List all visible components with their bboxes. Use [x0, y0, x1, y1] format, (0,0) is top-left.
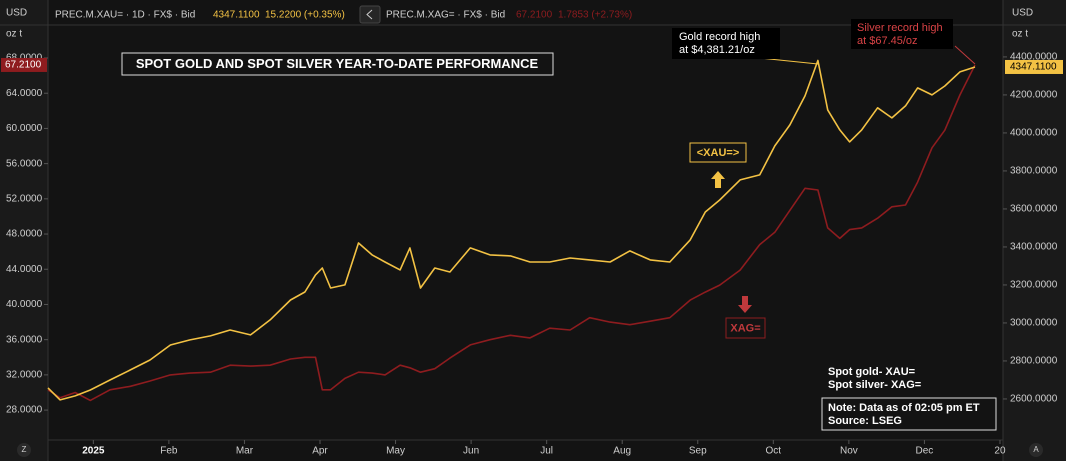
xau-price: 4347.1100: [213, 10, 260, 21]
y-tick-label: 3800.0000: [1010, 166, 1058, 177]
xag-tag-box: [725, 317, 766, 339]
corner-button-label: A: [1033, 445, 1039, 454]
right-unit: USD: [1012, 8, 1033, 19]
x-tick-label: May: [386, 446, 405, 457]
y-tick-label: 48.0000: [6, 229, 43, 240]
y-tick-label: 36.0000: [6, 334, 43, 345]
right-axis-strip: [1003, 0, 1066, 461]
xau-tag-box: [689, 142, 747, 163]
y-tick-label: 40.0000: [6, 299, 43, 310]
y-tick-label: 64.0000: [6, 88, 43, 99]
y-tick-label: 32.0000: [6, 370, 43, 381]
legend-entry: Spot gold- XAU=: [828, 366, 915, 378]
xag-symbol: PREC.M.XAG= · FX$ · Bid: [386, 10, 505, 21]
y-tick-label: 28.0000: [6, 405, 43, 416]
y-tick-label: 4200.0000: [1010, 90, 1058, 101]
y-tick-label: 3200.0000: [1010, 280, 1058, 291]
x-tick-label: Dec: [916, 446, 934, 457]
note-box: [821, 397, 997, 431]
price-tag: [1005, 59, 1063, 74]
price-tag: [1, 57, 47, 72]
silver-record-box: [851, 19, 953, 49]
y-tick-label: 52.0000: [6, 193, 43, 204]
title-box: [121, 52, 554, 76]
y-tick-label: 3600.0000: [1010, 204, 1058, 215]
x-tick-label: Jun: [463, 446, 479, 457]
y-tick-label: 3000.0000: [1010, 318, 1058, 329]
down-arrow: [738, 296, 752, 313]
corner-button[interactable]: [1029, 443, 1043, 457]
xau-change: 15.2200 (+0.35%): [265, 10, 345, 21]
source: Source: LSEG: [828, 415, 902, 427]
y-tick-label: 56.0000: [6, 158, 43, 169]
y-tick-label: 4000.0000: [1010, 128, 1058, 139]
x-tick-label: Mar: [236, 446, 254, 457]
left-unit: USD: [6, 8, 27, 19]
chart-title: SPOT GOLD AND SPOT SILVER YEAR-TO-DATE P…: [136, 56, 539, 71]
x-tick-label: Feb: [160, 446, 178, 457]
left-sub-unit: oz t: [6, 29, 22, 40]
gold-record-label: at $4,381.21/oz: [679, 44, 755, 56]
y-tick-label: 2600.0000: [1010, 394, 1058, 405]
chevron-icon: [366, 9, 373, 20]
xag-change: 1.7853 (+2.73%): [558, 10, 632, 21]
xag-tag: XAG=: [730, 322, 760, 334]
xau-tag: <XAU=>: [697, 147, 740, 159]
x-tick-label: Oct: [766, 446, 782, 457]
x-tick-label: 20: [994, 446, 1006, 457]
silver-record-label: at $67.45/oz: [857, 35, 918, 47]
price-tag-label: 67.2100: [5, 60, 42, 71]
silver-record-leader: [954, 45, 976, 65]
x-tick-label: 2025: [82, 446, 105, 457]
price-tag-label: 4347.1100: [1010, 62, 1057, 73]
y-tick-label: 2800.0000: [1010, 356, 1058, 367]
corner-button-label: Z: [22, 445, 27, 454]
y-tick-label: 60.0000: [6, 123, 43, 134]
y-tick-label: 3400.0000: [1010, 242, 1058, 253]
silver-record-label: Silver record high: [857, 22, 943, 34]
left-axis-strip: [0, 0, 48, 461]
up-arrow: [711, 171, 725, 188]
x-tick-label: Jul: [540, 446, 553, 457]
x-tick-label: Apr: [312, 446, 328, 457]
note: Note: Data as of 02:05 pm ET: [828, 402, 980, 414]
right-sub-unit: oz t: [1012, 29, 1028, 40]
series-line: [47, 59, 976, 401]
y-tick-label: 44.0000: [6, 264, 43, 275]
x-tick-label: Nov: [840, 446, 858, 457]
gold-record-box: [672, 28, 780, 59]
xag-price: 67.2100: [516, 10, 553, 21]
corner-button[interactable]: [17, 443, 31, 457]
x-tick-label: Aug: [613, 446, 631, 457]
gold-record-label: Gold record high: [679, 31, 760, 43]
x-tick-label: Sep: [689, 446, 707, 457]
xau-symbol: PREC.M.XAU= · 1D · FX$ · Bid: [55, 10, 195, 21]
legend-entry: Spot silver- XAG=: [828, 379, 921, 391]
series-line: [47, 64, 976, 402]
collapse-button[interactable]: [359, 5, 381, 24]
y-tick-label: 4400.0000: [1010, 52, 1058, 63]
